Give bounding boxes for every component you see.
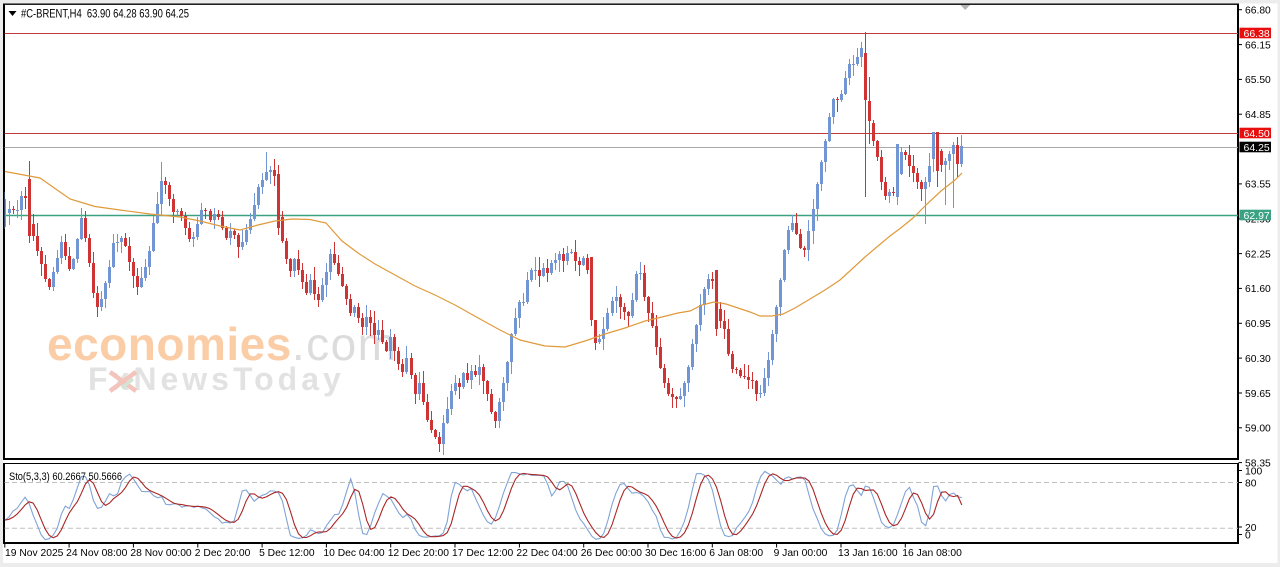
svg-text:58.35: 58.35 — [1245, 458, 1271, 469]
svg-text:60.30: 60.30 — [1245, 354, 1271, 365]
svg-text:66.80: 66.80 — [1245, 6, 1271, 17]
svg-text:5 Dec 12:00: 5 Dec 12:00 — [259, 548, 315, 559]
svg-text:28 Nov 00:00: 28 Nov 00:00 — [130, 548, 192, 559]
svg-text:80: 80 — [1245, 478, 1257, 489]
svg-text:0: 0 — [1245, 530, 1251, 541]
svg-text:10 Dec 04:00: 10 Dec 04:00 — [323, 548, 385, 559]
svg-text:60.95: 60.95 — [1245, 319, 1271, 330]
svg-text:#C-BRENT,H4 63.90 64.28 63.90: #C-BRENT,H4 63.90 64.28 63.90 64.25 — [21, 9, 189, 21]
svg-text:24 Nov 08:00: 24 Nov 08:00 — [66, 548, 128, 559]
svg-text:17 Dec 12:00: 17 Dec 12:00 — [452, 548, 514, 559]
svg-text:62.25: 62.25 — [1245, 249, 1271, 260]
svg-text:63.55: 63.55 — [1245, 180, 1271, 191]
svg-text:64.25: 64.25 — [1244, 142, 1270, 154]
svg-text:59.65: 59.65 — [1245, 389, 1271, 400]
svg-text:26 Dec 00:00: 26 Dec 00:00 — [581, 548, 643, 559]
svg-text:64.85: 64.85 — [1245, 110, 1271, 121]
svg-text:59.00: 59.00 — [1245, 424, 1271, 435]
svg-text:economies.com: economies.com — [47, 318, 398, 370]
svg-text:6 Jan 08:00: 6 Jan 08:00 — [709, 548, 763, 559]
svg-text:16 Jan 08:00: 16 Jan 08:00 — [902, 548, 962, 559]
svg-text:9 Jan 00:00: 9 Jan 00:00 — [774, 548, 828, 559]
svg-text:30 Dec 16:00: 30 Dec 16:00 — [645, 548, 707, 559]
svg-text:Sto(5,3,3) 60.2667 50.5666: Sto(5,3,3) 60.2667 50.5666 — [9, 471, 122, 483]
svg-text:13 Jan 16:00: 13 Jan 16:00 — [838, 548, 898, 559]
svg-text:100: 100 — [1245, 466, 1262, 477]
svg-text:66.15: 66.15 — [1245, 40, 1271, 51]
svg-text:62.97: 62.97 — [1244, 210, 1270, 222]
svg-text:19 Nov 2025: 19 Nov 2025 — [5, 548, 64, 559]
svg-text:12 Dec 20:00: 12 Dec 20:00 — [388, 548, 450, 559]
svg-text:61.60: 61.60 — [1245, 284, 1271, 295]
svg-text:22 Dec 04:00: 22 Dec 04:00 — [516, 548, 578, 559]
svg-text:2 Dec 20:00: 2 Dec 20:00 — [195, 548, 251, 559]
svg-text:66.38: 66.38 — [1244, 28, 1270, 40]
svg-text:64.50: 64.50 — [1244, 128, 1270, 140]
svg-text:20: 20 — [1245, 523, 1257, 534]
svg-text:65.50: 65.50 — [1245, 75, 1271, 86]
